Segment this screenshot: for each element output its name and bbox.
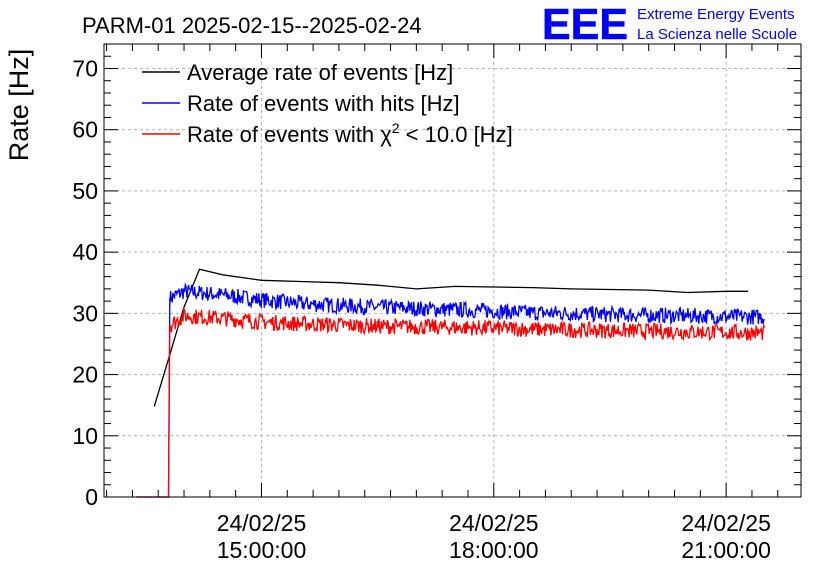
axis-ticks bbox=[104, 43, 801, 498]
x-tick-labels: 24/02/2515:00:0024/02/2518:00:0024/02/25… bbox=[217, 510, 771, 563]
eee-logo: EEE Extreme Energy Events La Scienza nel… bbox=[542, 0, 797, 49]
legend-label-chi2: Rate of events with χ2 < 10.0 [Hz] bbox=[187, 120, 513, 147]
logo-line-2: La Scienza nelle Scuole bbox=[637, 26, 797, 43]
x-tick-time-label: 18:00:00 bbox=[449, 537, 539, 563]
x-tick-time-label: 21:00:00 bbox=[681, 537, 771, 563]
x-tick-date-label: 24/02/25 bbox=[681, 510, 771, 536]
series-line-0 bbox=[153, 268, 749, 407]
legend-entry-chi2: Rate of events with χ2 < 10.0 [Hz] bbox=[142, 120, 513, 147]
legend-chi2-sup: 2 bbox=[392, 120, 400, 136]
x-tick-time-label: 15:00:00 bbox=[217, 537, 307, 563]
x-tick-date-label: 24/02/25 bbox=[449, 510, 539, 536]
series-line-1 bbox=[136, 282, 766, 498]
legend-entry-hits: Rate of events with hits [Hz] bbox=[142, 91, 460, 116]
y-tick-label: 0 bbox=[85, 484, 98, 510]
plot-frame bbox=[103, 43, 802, 498]
series-line-2 bbox=[136, 306, 766, 498]
chart-title: PARM-01 2025-02-15--2025-02-24 bbox=[82, 13, 422, 38]
eee-logo-mark: EEE bbox=[542, 0, 628, 49]
series-lines bbox=[136, 268, 766, 498]
y-tick-label: 60 bbox=[72, 117, 98, 143]
x-tick-date-label: 24/02/25 bbox=[217, 510, 307, 536]
y-tick-label: 10 bbox=[72, 423, 98, 449]
y-tick-label: 50 bbox=[72, 178, 98, 204]
y-tick-label: 40 bbox=[72, 239, 98, 265]
grid-lines bbox=[104, 44, 801, 497]
y-tick-label: 20 bbox=[72, 362, 98, 388]
legend-chi2-prefix: Rate of events with χ bbox=[187, 122, 392, 147]
legend: Average rate of events [Hz] Rate of even… bbox=[142, 60, 513, 147]
legend-label-hits: Rate of events with hits [Hz] bbox=[187, 91, 460, 116]
y-axis-label: Rate [Hz] bbox=[4, 49, 34, 162]
legend-entry-average: Average rate of events [Hz] bbox=[142, 60, 453, 85]
logo-line-1: Extreme Energy Events bbox=[637, 6, 795, 23]
legend-chi2-suffix: < 10.0 [Hz] bbox=[400, 122, 513, 147]
y-tick-label: 70 bbox=[72, 55, 98, 81]
y-tick-label: 30 bbox=[72, 300, 98, 326]
legend-label-average: Average rate of events [Hz] bbox=[187, 60, 453, 85]
y-tick-labels: 0 10 20 30 40 50 60 70 bbox=[72, 55, 98, 510]
